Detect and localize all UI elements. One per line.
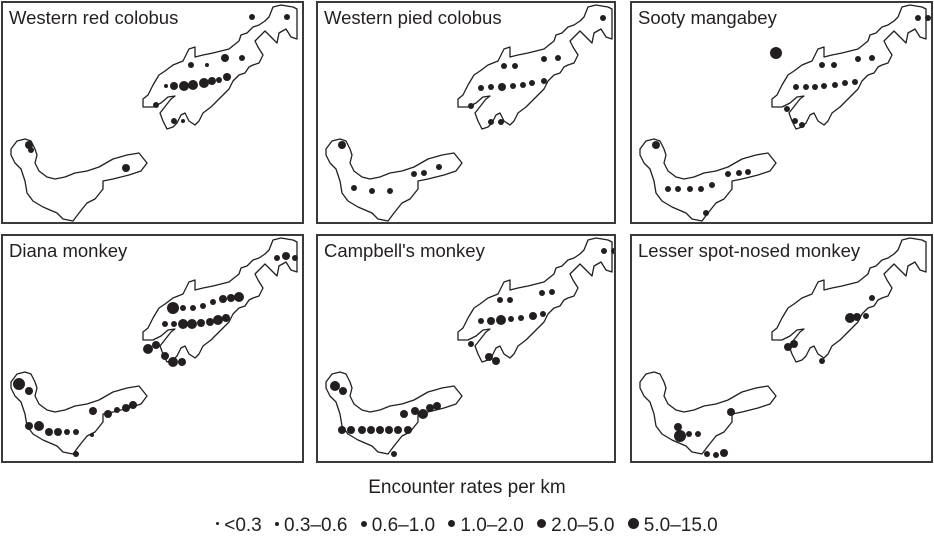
dot-icon (216, 522, 220, 526)
legend-label: 0.6–1.0 (371, 515, 436, 536)
legend-label: <0.3 (224, 515, 262, 536)
legend-title: Encounter rates per km (368, 477, 566, 498)
legend: <0.3 0.3–0.6 0.6–1.0 1.0–2.0 2.0–5.0 5.0… (0, 515, 934, 537)
dot-icon (360, 520, 367, 527)
legend-item: 1.0–2.0 (448, 515, 524, 537)
legend-label: 1.0–2.0 (460, 515, 524, 536)
map-panel-sooty-mangabey: Sooty mangabey (630, 1, 933, 224)
map-panel-western-red-colobus: Western red colobus (1, 1, 304, 224)
map-panel-campbells-monkey: Campbell's monkey (316, 234, 616, 463)
legend-label: 2.0–5.0 (551, 515, 615, 536)
panel-title: Campbell's monkey (324, 240, 485, 261)
map-panel-western-pied-colobus: Western pied colobus (316, 1, 616, 224)
legend-item: 5.0–15.0 (627, 515, 718, 537)
legend-item: 0.6–1.0 (360, 515, 436, 537)
map-svg (325, 237, 614, 457)
legend-item: <0.3 (216, 515, 262, 537)
panel-title: Western pied colobus (324, 7, 502, 28)
dot-icon (537, 519, 547, 529)
map-svg (10, 4, 298, 222)
map-svg (325, 4, 613, 222)
legend-item: 2.0–5.0 (537, 515, 615, 537)
panel-title: Lesser spot-nosed monkey (638, 240, 861, 261)
legend-item: 0.3–0.6 (275, 515, 347, 537)
dot-icon (627, 518, 639, 530)
map-svg (639, 4, 931, 222)
dot-icon (275, 521, 280, 526)
map-svg (639, 237, 927, 458)
panel-title: Sooty mangabey (638, 7, 777, 28)
map-panel-diana-monkey: Diana monkey (1, 234, 304, 463)
dot-icon (448, 520, 456, 528)
map-panel-lesser-spot-nosed-monkey: Lesser spot-nosed monkey (630, 234, 933, 463)
panel-title: Diana monkey (9, 240, 128, 261)
panel-title: Western red colobus (9, 7, 179, 28)
legend-label: 0.3–0.6 (284, 515, 348, 536)
legend-label: 5.0–15.0 (643, 515, 718, 536)
map-svg (10, 237, 298, 457)
